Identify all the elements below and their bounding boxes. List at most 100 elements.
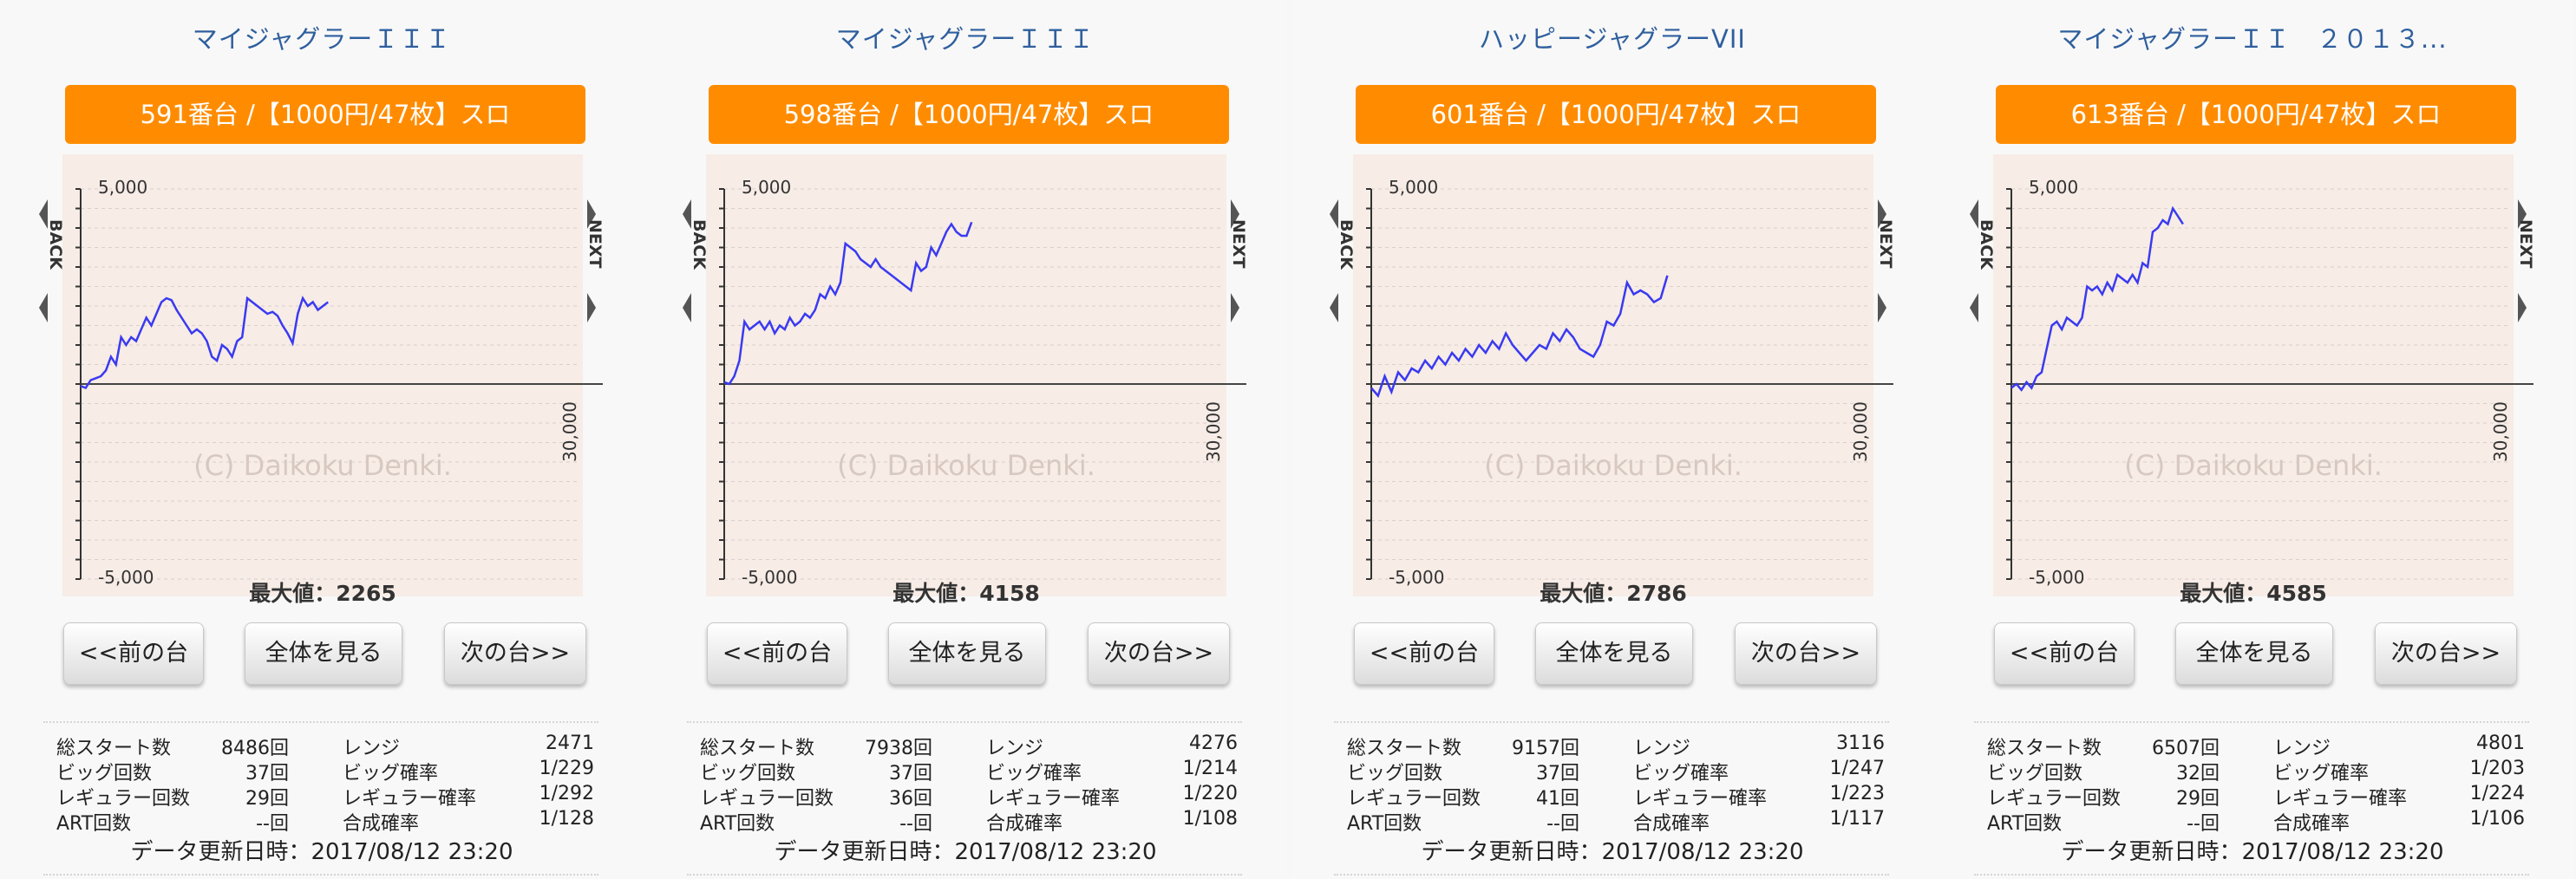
slump-graph: 5,000 -5,000 30,000 (C) Daikoku Denki. BACK N… [644,154,1287,596]
prev-machine-button[interactable]: <<前の台 [1354,622,1494,685]
prev-machine-button[interactable]: <<前の台 [707,622,847,685]
stats-row: レギュラー回数 41回 レギュラー確率 1/223 [1347,783,1885,810]
stats-row: 総スタート数 7938回 レンジ 4276 [700,732,1238,759]
view-all-button[interactable]: 全体を見る [888,622,1046,685]
machine-number-header[interactable]: 598番台 /【1000円/47枚】スロ [709,85,1229,144]
machine-title-link[interactable]: マイジャグラーＩＩＩ [192,24,452,54]
stat-value: 29回 [245,788,289,810]
y-tick-label-bottom: -5,000 [1389,567,1444,588]
stat-label: レギュラー確率 [343,788,477,810]
next-arrow-icon [2518,293,2527,322]
stat-label: レンジ [343,738,401,759]
stat-value: 37回 [889,763,932,785]
y-tick-label-top: 5,000 [98,177,147,198]
next-label: NEXT [2516,219,2535,269]
view-all-button[interactable]: 全体を見る [2175,622,2333,685]
stat-label: ビッグ確率 [986,763,1082,785]
stat-value: 36回 [889,788,932,810]
view-all-button[interactable]: 全体を見る [1535,622,1693,685]
stat-value: 4801 [2476,732,2525,754]
machine-number-header[interactable]: 591番台 /【1000円/47枚】スロ [65,85,585,144]
slump-graph-svg: 5,000 -5,000 30,000 (C) Daikoku Denki. BACK N… [1970,154,2535,596]
stat-label: レギュラー確率 [1633,788,1768,810]
stat-value: --回 [2187,813,2220,835]
stats-row: ビッグ回数 37回 ビッグ確率 1/229 [56,758,594,785]
next-arrow-icon [1231,293,1239,322]
stat-label: 総スタート数 [56,738,172,759]
stat-label: 合成確率 [2273,813,2350,835]
back-arrow-icon [39,293,48,322]
back-arrow-icon [683,293,691,322]
stat-label: ビッグ回数 [56,763,153,785]
graph-background [706,154,1226,596]
next-machine-button[interactable]: 次の台>> [1735,622,1877,685]
stat-label: ART回数 [1987,813,2063,835]
stat-value: 4276 [1189,732,1238,754]
stats-row: ART回数 --回 合成確率 1/117 [1347,808,1885,835]
next-label: NEXT [1876,219,1895,269]
data-updated-label: データ更新日時：2017/08/12 23:20 [2061,839,2444,865]
result-panel: マイジャグラーＩＩＩ 591番台 /【1000円/47枚】スロ 5,000 -5,00… [0,0,644,879]
slump-graph: 5,000 -5,000 30,000 (C) Daikoku Denki. BACK N… [1931,154,2574,596]
stat-label: ビッグ確率 [343,763,439,785]
y-tick-label-top: 5,000 [742,177,791,198]
view-all-button[interactable]: 全体を見る [245,622,402,685]
watermark-text: (C) Daikoku Denki. [1484,449,1742,482]
stat-value: 1/117 [1829,808,1885,830]
machine-title-link[interactable]: マイジャグラーＩＩ ２０１３... [2057,24,2448,54]
stats-row: レギュラー回数 29回 レギュラー確率 1/224 [1987,783,2525,810]
stat-value: 1/247 [1829,758,1885,779]
machine-number-header[interactable]: 613番台 /【1000円/47枚】スロ [1996,85,2516,144]
back-label: BACK [1337,219,1356,270]
data-updated-label: データ更新日時：2017/08/12 23:20 [774,839,1157,865]
stat-label: ビッグ確率 [2273,763,2370,785]
back-arrow-icon [683,199,691,229]
stat-value: --回 [1546,813,1579,835]
machine-title-link[interactable]: ハッピージャグラーVII [1479,24,1746,54]
stats-table: 総スタート数 7938回 レンジ 4276 ビッグ回数 37回 ビッグ確率 1/214 レギュラ… [700,732,1238,835]
stat-label: 総スタート数 [700,738,815,759]
result-panel: マイジャグラーＩＩ ２０１３... 613番台 /【1000円/47枚】スロ 5,0… [1931,0,2574,879]
stat-value: 1/229 [539,758,594,779]
stat-value: 32回 [2176,763,2220,785]
y-tick-label-top: 5,000 [1389,177,1438,198]
prev-machine-button[interactable]: <<前の台 [63,622,204,685]
next-machine-button[interactable]: 次の台>> [444,622,586,685]
back-label: BACK [1977,219,1996,270]
prev-machine-button[interactable]: <<前の台 [1994,622,2135,685]
stat-value: 1/220 [1182,783,1238,804]
stat-value: 29回 [2176,788,2220,810]
stat-value: 37回 [1536,763,1579,785]
machine-title-link[interactable]: マイジャグラーＩＩＩ [835,24,1095,54]
stats-row: ART回数 --回 合成確率 1/108 [700,808,1238,835]
stat-label: ビッグ回数 [700,763,796,785]
machine-number-header[interactable]: 601番台 /【1000円/47枚】スロ [1356,85,1876,144]
next-machine-button[interactable]: 次の台>> [1088,622,1230,685]
slump-graph: 5,000 -5,000 30,000 (C) Daikoku Denki. BACK N… [0,154,644,596]
stat-value: 1/224 [2469,783,2525,804]
stat-value: 7938回 [865,738,932,759]
stat-value: 1/106 [2469,808,2525,830]
stat-label: レンジ [986,738,1044,759]
stats-table: 総スタート数 8486回 レンジ 2471 ビッグ回数 37回 ビッグ確率 1/229 レギュラ… [56,732,594,835]
slump-graph-svg: 5,000 -5,000 30,000 (C) Daikoku Denki. BACK N… [1330,154,1895,596]
stat-label: レンジ [2273,738,2331,759]
stats-row: レギュラー回数 29回 レギュラー確率 1/292 [56,783,594,810]
max-value-label: 最大値：2265 [249,581,396,606]
data-updated-label: データ更新日時：2017/08/12 23:20 [1421,839,1804,865]
divider [43,721,598,723]
back-arrow-icon [1330,293,1338,322]
max-value-label: 最大値：4158 [892,581,1040,606]
stat-label: 合成確率 [1633,813,1710,835]
result-panel: ハッピージャグラーVII 601番台 /【1000円/47枚】スロ 5,000 -5,… [1291,0,1934,879]
stat-value: 6507回 [2152,738,2220,759]
next-arrow-icon [587,293,596,322]
stats-table: 総スタート数 9157回 レンジ 3116 ビッグ回数 37回 ビッグ確率 1/247 レギュラ… [1347,732,1885,835]
stat-value: 37回 [245,763,289,785]
stat-label: ビッグ確率 [1633,763,1729,785]
graph-background [1993,154,2514,596]
divider [1974,721,2529,723]
stat-value: 1/128 [539,808,594,830]
stat-value: 1/203 [2469,758,2525,779]
next-machine-button[interactable]: 次の台>> [2375,622,2517,685]
